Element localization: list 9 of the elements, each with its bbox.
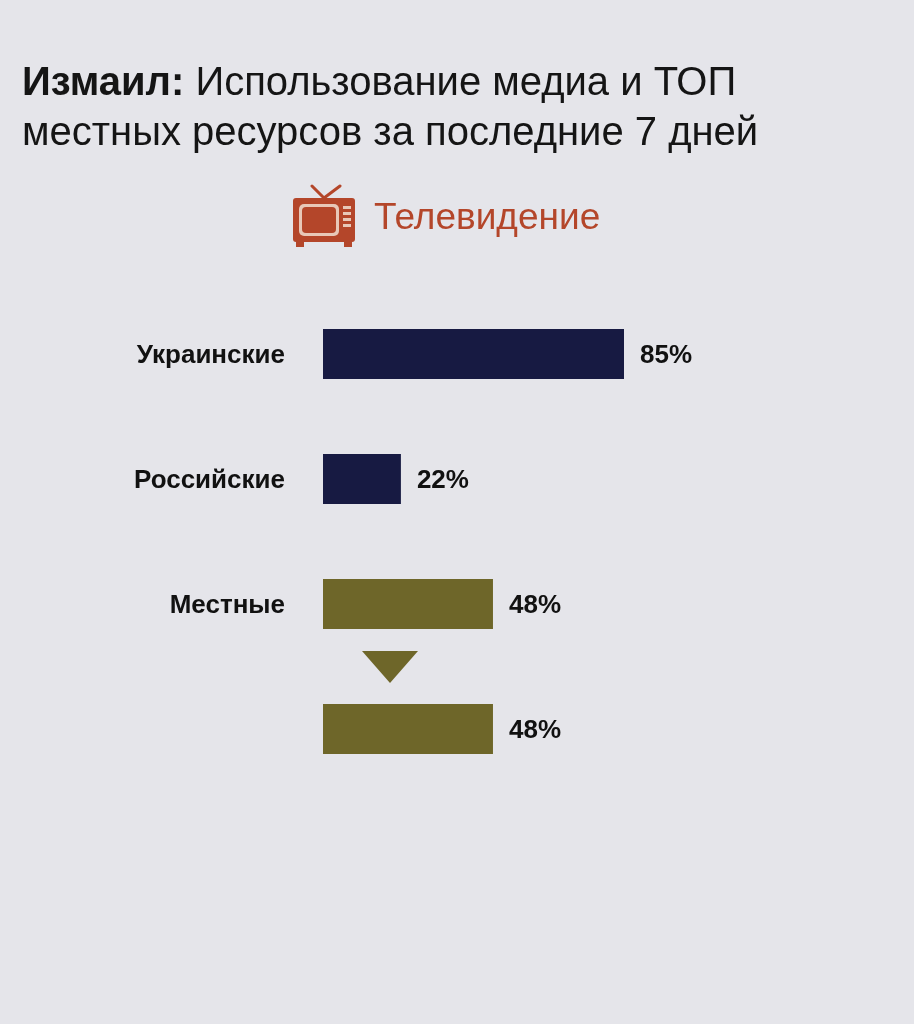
y-tick-label: Местные — [169, 588, 285, 619]
y-tick-label: Российские — [133, 463, 285, 494]
chart-subtitle: Телевидение — [374, 196, 601, 237]
data-label: 85% — [640, 339, 693, 370]
data-label: 48% — [508, 589, 562, 620]
y-tick-label: Украинские — [136, 338, 285, 369]
data-label: 48% — [508, 714, 562, 745]
chart-title: Измаил: Использование медиа и ТОП местных ресурсов за последние 7 дней — [22, 59, 759, 153]
data-label: 22% — [416, 464, 469, 495]
